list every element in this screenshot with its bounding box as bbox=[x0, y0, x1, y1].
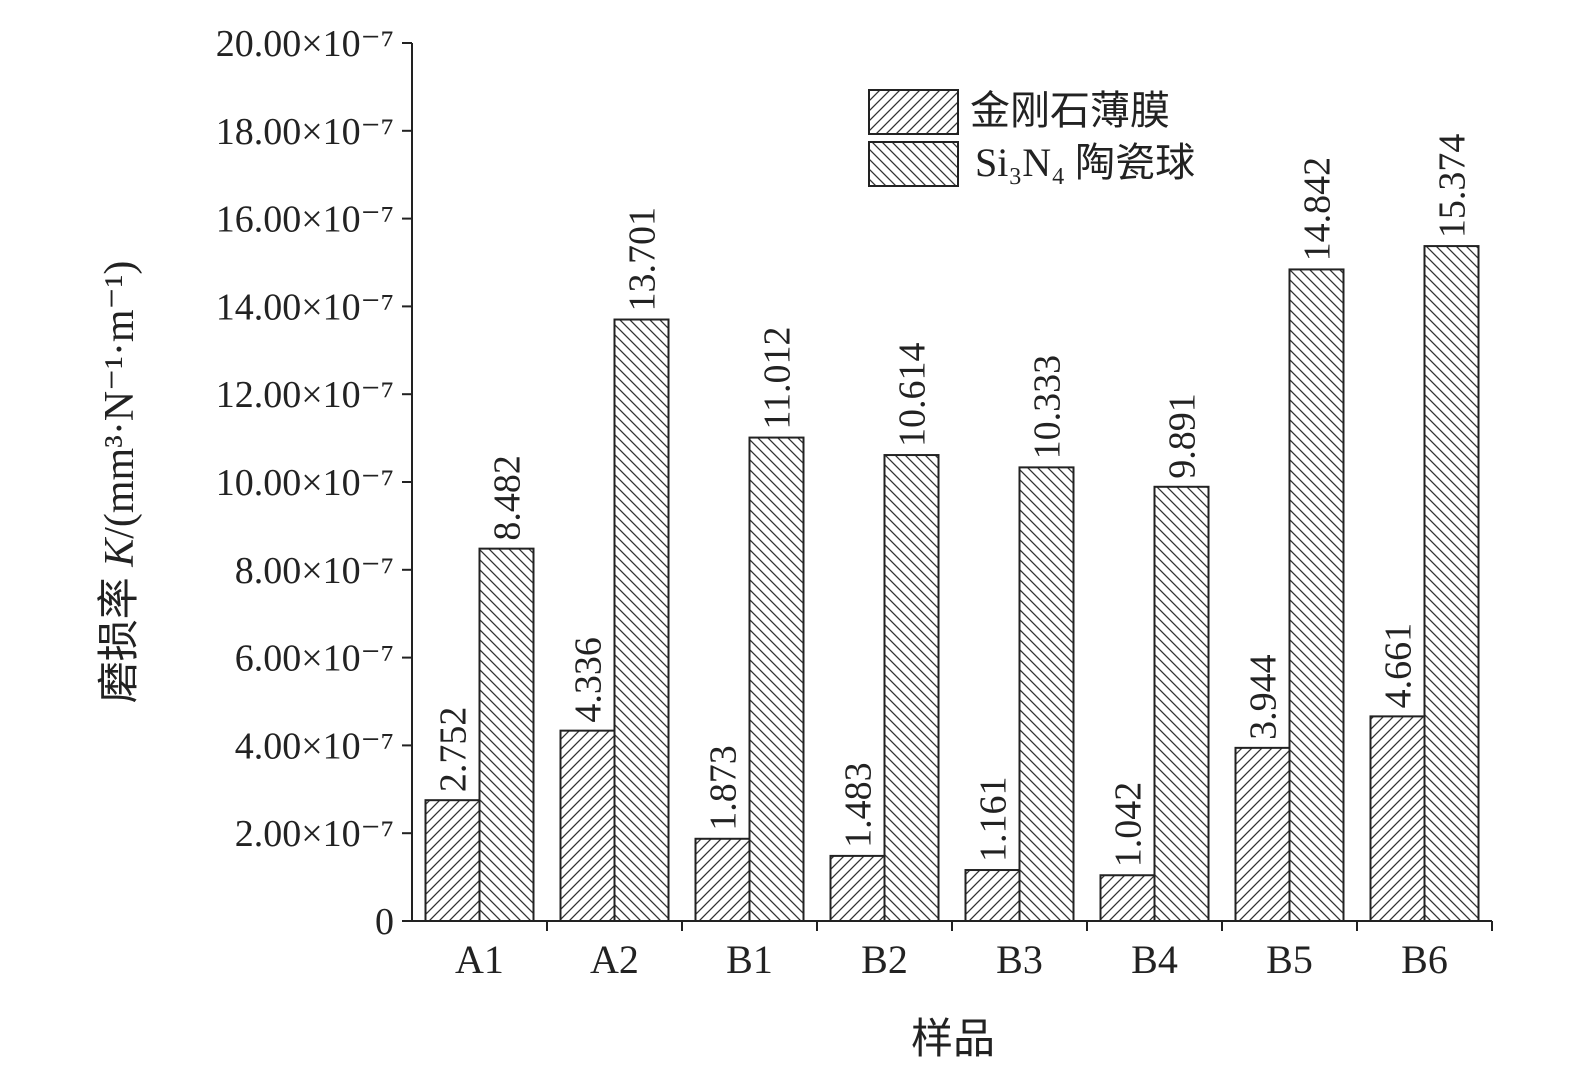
x-category-label: B5 bbox=[1266, 937, 1313, 982]
data-labels: 2.752 8.482 4.336 13.701 1.873 11.012 1.483 10.… bbox=[433, 134, 1474, 868]
bar-si3n4-ball bbox=[1018, 466, 1075, 922]
data-label-diamond-film: 4.336 bbox=[568, 637, 610, 723]
legend-swatch-si3n4-ball bbox=[868, 141, 959, 187]
x-category-label: A1 bbox=[455, 937, 504, 982]
y-tick-label: 6.00×10⁻⁷ bbox=[235, 638, 394, 680]
bar-diamond-film bbox=[424, 799, 481, 922]
data-label-diamond-film: 2.752 bbox=[433, 707, 475, 793]
bar-si3n4-ball bbox=[613, 318, 670, 922]
y-tick-label: 18.00×10⁻⁷ bbox=[216, 111, 394, 153]
bar-diamond-film bbox=[1099, 874, 1156, 923]
data-label-si3n4-ball: 10.614 bbox=[892, 343, 934, 448]
data-label-diamond-film: 1.483 bbox=[838, 762, 880, 848]
bar-si3n4-ball bbox=[1423, 245, 1480, 922]
data-label-si3n4-ball: 11.012 bbox=[757, 326, 799, 429]
data-label-si3n4-ball: 13.701 bbox=[622, 207, 664, 312]
legend: 金刚石薄膜 Si₃N₄ 陶瓷球 bbox=[868, 88, 1195, 187]
y-tick-label: 2.00×10⁻⁷ bbox=[235, 813, 394, 855]
bars bbox=[424, 245, 1480, 923]
legend-swatch-diamond-film bbox=[868, 89, 959, 135]
y-tick-label: 0 bbox=[375, 901, 394, 943]
y-tick-label: 10.00×10⁻⁷ bbox=[216, 462, 394, 504]
bar-si3n4-ball bbox=[748, 436, 805, 922]
x-category-label: B1 bbox=[726, 937, 773, 982]
data-label-diamond-film: 1.161 bbox=[973, 777, 1015, 863]
x-axis-title: 样品 bbox=[911, 1017, 995, 1063]
bar-diamond-film bbox=[559, 729, 616, 922]
data-label-si3n4-ball: 8.482 bbox=[487, 455, 529, 541]
data-label-si3n4-ball: 9.891 bbox=[1162, 393, 1204, 479]
y-tick-label: 16.00×10⁻⁷ bbox=[216, 199, 394, 241]
data-label-si3n4-ball: 15.374 bbox=[1432, 134, 1474, 239]
data-label-diamond-film: 1.873 bbox=[703, 745, 745, 831]
y-axis-ticks: 0 2.00×10⁻⁷ 4.00×10⁻⁷ 6.00×10⁻⁷ 8.00×10⁻⁷ 10.… bbox=[216, 23, 412, 943]
x-category-label: B4 bbox=[1131, 937, 1178, 982]
data-label-diamond-film: 1.042 bbox=[1108, 782, 1150, 868]
x-category-label: B2 bbox=[861, 937, 908, 982]
y-tick-label: 4.00×10⁻⁷ bbox=[235, 725, 394, 767]
x-category-label: A2 bbox=[590, 937, 639, 982]
bar-si3n4-ball bbox=[1288, 268, 1345, 922]
bar-diamond-film bbox=[1369, 715, 1426, 922]
y-axis-title-prefix: 磨损率 bbox=[96, 567, 143, 704]
data-label-si3n4-ball: 10.333 bbox=[1027, 355, 1069, 460]
y-axis-title: 磨损率 K/(mm³·N⁻¹·m⁻¹) bbox=[96, 261, 143, 704]
y-tick-label: 12.00×10⁻⁷ bbox=[216, 374, 394, 416]
data-label-diamond-film: 3.944 bbox=[1243, 654, 1285, 740]
y-axis-title-variable: K bbox=[97, 537, 143, 568]
data-label-si3n4-ball: 14.842 bbox=[1297, 157, 1339, 262]
bar-diamond-film bbox=[1234, 746, 1291, 922]
bar-diamond-film bbox=[964, 869, 1021, 923]
data-label-diamond-film: 4.661 bbox=[1378, 623, 1420, 709]
y-tick-label: 8.00×10⁻⁷ bbox=[235, 550, 394, 592]
bar-diamond-film bbox=[829, 854, 886, 922]
bar-diamond-film bbox=[694, 837, 751, 923]
x-axis-categories: A1 A2 B1 B2 B3 B4 B5 B6 bbox=[455, 921, 1493, 982]
x-category-label: B6 bbox=[1401, 937, 1448, 982]
x-category-label: B3 bbox=[996, 937, 1043, 982]
y-tick-label: 14.00×10⁻⁷ bbox=[216, 286, 394, 328]
y-axis-title-unit: /(mm³·N⁻¹·m⁻¹) bbox=[97, 261, 143, 539]
legend-label-si3n4-ball: Si₃N₄ 陶瓷球 bbox=[975, 140, 1195, 185]
bar-si3n4-ball bbox=[883, 454, 940, 922]
bar-si3n4-ball bbox=[478, 547, 535, 922]
bar-si3n4-ball bbox=[1153, 485, 1210, 922]
y-tick-label: 20.00×10⁻⁷ bbox=[216, 23, 394, 65]
legend-label-diamond-film: 金刚石薄膜 bbox=[970, 88, 1170, 133]
